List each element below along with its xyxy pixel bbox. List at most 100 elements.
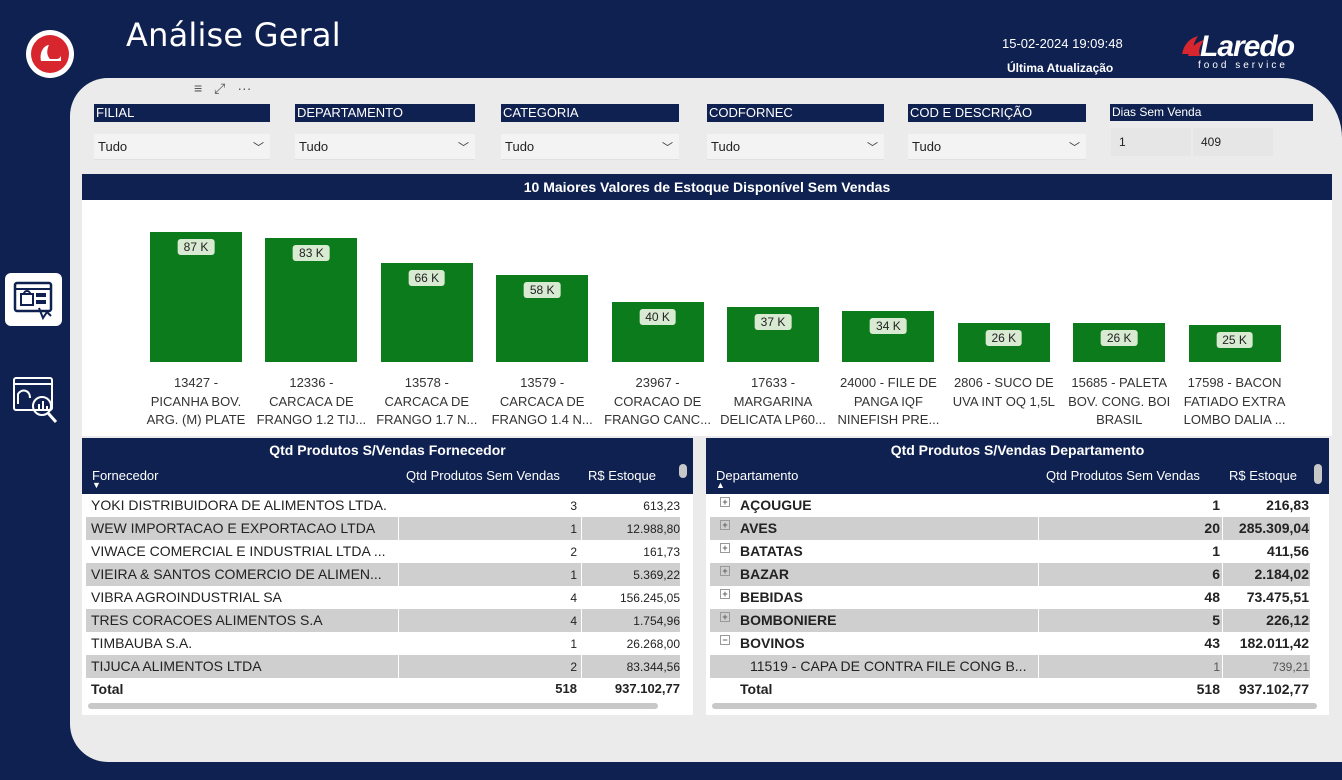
nav-stock-page-button[interactable] xyxy=(5,273,62,326)
last-update-label: Última Atualização xyxy=(1007,61,1114,75)
slicer-cod-descricao: COD E DESCRIÇÃO Tudo ﹀ xyxy=(908,104,1086,160)
col-estoque[interactable]: R$ Estoque xyxy=(1229,468,1297,483)
category-label: 15685 - PALETA BOV. CONG. BOI BRASIL xyxy=(1064,374,1174,430)
top10-stock-chart: 10 Maiores Valores de Estoque Disponível… xyxy=(82,174,1332,436)
table-row[interactable]: YOKI DISTRIBUIDORA DE ALIMENTOS LTDA. 3 61… xyxy=(86,494,680,517)
table-row[interactable]: + BEBIDAS 48 73.475,51 xyxy=(710,586,1310,609)
slicer-departamento-dropdown[interactable]: Tudo ﹀ xyxy=(295,134,475,160)
dias-max-input[interactable]: 409 xyxy=(1193,128,1273,156)
estoque-value: 5.369,22 xyxy=(633,568,680,582)
table-row[interactable]: + BATATAS 1 411,56 xyxy=(710,540,1310,563)
category-label-line: FATIADO EXTRA xyxy=(1183,393,1286,409)
estoque-value: 739,21 xyxy=(1272,660,1309,674)
qtd-produtos-value: 1 xyxy=(1213,660,1220,674)
category-label: 23967 - CORACAO DE FRANGO CANC... xyxy=(603,374,713,430)
total-label: Total xyxy=(91,681,124,697)
column-separator xyxy=(1222,609,1223,632)
more-options-icon[interactable]: ··· xyxy=(237,80,252,96)
category-label-line: 23967 - xyxy=(635,375,680,390)
column-separator xyxy=(581,632,582,655)
slicer-categoria: CATEGORIA Tudo ﹀ xyxy=(501,104,679,160)
table-row[interactable]: TIJUCA ALIMENTOS LTDA 2 83.344,56 xyxy=(86,655,680,678)
chevron-down-icon: ﹀ xyxy=(662,141,673,154)
expand-icon[interactable]: + xyxy=(720,589,730,599)
focus-mode-icon[interactable]: ⤢ xyxy=(214,80,226,96)
dias-min-input[interactable]: 1 xyxy=(1111,128,1191,156)
table-row[interactable]: TIMBAUBA S.A. 1 26.268,00 xyxy=(86,632,680,655)
slicer-codfornec-dropdown[interactable]: Tudo ﹀ xyxy=(707,134,884,160)
slicer-dias-sem-venda-label: Dias Sem Venda xyxy=(1110,104,1313,121)
vertical-scrollbar[interactable] xyxy=(679,464,687,478)
col-qtd-produtos[interactable]: Qtd Produtos Sem Vendas xyxy=(1046,468,1200,483)
expand-icon[interactable]: + xyxy=(720,497,730,507)
column-separator xyxy=(398,609,399,632)
slicer-cod-descricao-dropdown[interactable]: Tudo ﹀ xyxy=(908,134,1086,160)
bar-data-label: 83 K xyxy=(293,244,330,261)
column-separator xyxy=(1222,517,1223,540)
qtd-produtos-value: 2 xyxy=(570,545,577,559)
table-row[interactable]: VIEIRA & SANTOS COMERCIO DE ALIMEN... 1 5.… xyxy=(86,563,680,586)
table-total-row: Total 518 937.102,77 xyxy=(86,678,680,701)
column-separator xyxy=(1038,540,1039,563)
category-label-line: 2806 - SUCO DE xyxy=(953,375,1054,390)
slicer-codfornec-label: CODFORNEC xyxy=(707,104,884,122)
brand-tagline: food service xyxy=(1198,60,1288,71)
filter-icon[interactable]: ≡ xyxy=(194,80,203,96)
category-label-line: 15685 - PALETA xyxy=(1071,375,1167,390)
slicer-categoria-dropdown[interactable]: Tudo ﹀ xyxy=(501,134,679,160)
col-fornecedor[interactable]: Fornecedor xyxy=(92,468,159,483)
qtd-produtos-value: 48 xyxy=(1204,589,1220,605)
qtd-produtos-value: 5 xyxy=(1212,612,1220,628)
category-label: 2806 - SUCO DE UVA INT OQ 1,5L xyxy=(949,374,1059,430)
column-separator xyxy=(1038,563,1039,586)
qtd-produtos-value: 1 xyxy=(1212,497,1220,513)
fornecedor-name: TRES CORACOES ALIMENTOS S.A xyxy=(91,612,323,628)
expand-icon[interactable]: + xyxy=(720,612,730,622)
nav-analysis-page-button[interactable] xyxy=(10,372,64,430)
table-row[interactable]: VIBRA AGROINDUSTRIAL SA 4 156.245,05 xyxy=(86,586,680,609)
col-qtd-produtos[interactable]: Qtd Produtos Sem Vendas xyxy=(406,468,560,483)
fornecedor-table-title: Qtd Produtos S/Vendas Fornecedor xyxy=(82,438,693,462)
column-separator xyxy=(1222,655,1223,678)
estoque-value: 182.011,42 xyxy=(1239,635,1309,651)
column-separator xyxy=(1038,586,1039,609)
table-row[interactable]: + BOMBONIERE 5 226,12 xyxy=(710,609,1310,632)
column-separator xyxy=(581,586,582,609)
estoque-value: 73.475,51 xyxy=(1246,589,1309,605)
category-label: 13578 - CARCACA DE FRANGO 1.7 N... xyxy=(372,374,482,430)
category-label: 24000 - FILE DE PANGA IQF NINEFISH PRE... xyxy=(833,374,943,430)
qtd-produtos-value: 20 xyxy=(1204,520,1220,536)
qtd-produtos-value: 4 xyxy=(570,614,577,628)
departamento-name: BOVINOS xyxy=(740,635,805,651)
vertical-scrollbar[interactable] xyxy=(1314,464,1322,484)
column-separator xyxy=(398,494,399,517)
departamento-table-header: Departamento ▲ Qtd Produtos Sem Vendas R… xyxy=(706,462,1329,494)
category-label-line: MARGARINA xyxy=(733,393,813,409)
expand-icon[interactable]: + xyxy=(720,520,730,530)
column-separator xyxy=(398,517,399,540)
bar-data-label: 25 K xyxy=(1216,331,1253,348)
departamento-name: BEBIDAS xyxy=(740,589,804,605)
horizontal-scrollbar[interactable] xyxy=(88,703,658,709)
slicer-filial-dropdown[interactable]: Tudo ﹀ xyxy=(94,134,270,160)
col-estoque[interactable]: R$ Estoque xyxy=(588,468,656,483)
expand-icon[interactable]: + xyxy=(720,543,730,553)
table-row[interactable]: + BAZAR 6 2.184,02 xyxy=(710,563,1310,586)
brand-logo: Laredo food service xyxy=(1180,30,1320,74)
table-row[interactable]: + AVES 20 285.309,04 xyxy=(710,517,1310,540)
table-row[interactable]: + AÇOUGUE 1 216,83 xyxy=(710,494,1310,517)
table-row[interactable]: VIWACE COMERCIAL E INDUSTRIAL LTDA ... 2 1… xyxy=(86,540,680,563)
horizontal-scrollbar[interactable] xyxy=(712,703,1317,709)
departamento-name: BAZAR xyxy=(740,566,789,582)
table-subrow[interactable]: 11519 - CAPA DE CONTRA FILE CONG B... 1 73… xyxy=(710,655,1310,678)
collapse-icon[interactable]: − xyxy=(720,635,730,645)
fornecedor-table: Qtd Produtos S/Vendas Fornecedor Fornece… xyxy=(82,438,693,715)
col-departamento[interactable]: Departamento xyxy=(716,468,799,483)
expand-icon[interactable]: + xyxy=(720,566,730,576)
total-qtd: 518 xyxy=(1196,681,1220,697)
table-row[interactable]: WEW IMPORTACAO E EXPORTACAO LTDA 1 12.988,… xyxy=(86,517,680,540)
table-row[interactable]: − BOVINOS 43 182.011,42 xyxy=(710,632,1310,655)
bar-data-label: 40 K xyxy=(639,309,676,326)
category-label-line: FRANGO CANC... xyxy=(604,412,712,427)
table-row[interactable]: TRES CORACOES ALIMENTOS S.A 4 1.754,96 xyxy=(86,609,680,632)
